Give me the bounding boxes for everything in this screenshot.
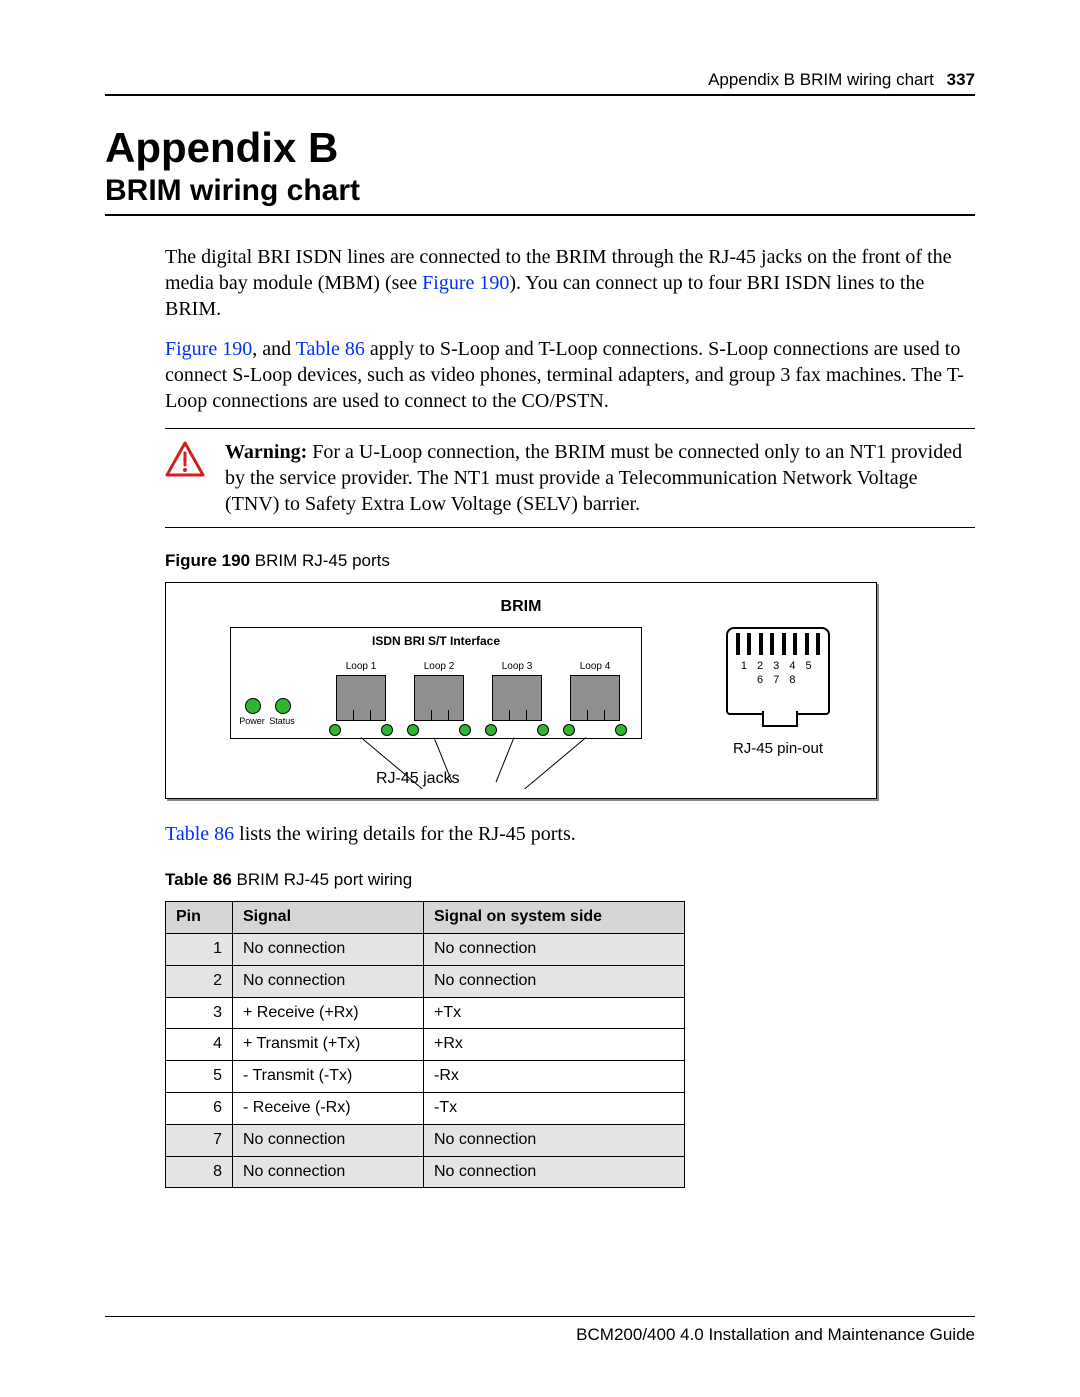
- figure-caption: Figure 190 BRIM RJ-45 ports: [165, 550, 975, 572]
- jack-led-icon: [615, 724, 627, 736]
- cell-pin: 6: [166, 1092, 233, 1124]
- chapter-title: BRIM wiring chart: [105, 174, 975, 208]
- cell-system-signal: No connection: [424, 965, 685, 997]
- figure-190: BRIM ISDN BRI S/T Interface Power Status…: [165, 582, 877, 799]
- rj45-jack-icon: [492, 675, 542, 721]
- rj45-jack-icon: [570, 675, 620, 721]
- loop-1: Loop 1: [327, 660, 395, 721]
- jack-led-icon: [407, 724, 419, 736]
- col-system-signal: Signal on system side: [424, 902, 685, 934]
- cell-signal: No connection: [233, 933, 424, 965]
- appendix-title: Appendix B: [105, 124, 975, 172]
- pinout-label: RJ-45 pin-out: [718, 739, 838, 759]
- cell-system-signal: -Rx: [424, 1061, 685, 1093]
- cell-pin: 4: [166, 1029, 233, 1061]
- paragraph-2: Figure 190, and Table 86 apply to S-Loop…: [165, 336, 975, 414]
- table-header-row: Pin Signal Signal on system side: [166, 902, 685, 934]
- jack-led-icon: [459, 724, 471, 736]
- cell-signal: No connection: [233, 965, 424, 997]
- jack-led-icon: [485, 724, 497, 736]
- loop-area: Loop 1 Loop 2 Loop 3: [327, 660, 631, 732]
- loop-2: Loop 2: [405, 660, 473, 721]
- cell-signal: + Transmit (+Tx): [233, 1029, 424, 1061]
- table-row: 6- Receive (-Rx)-Tx: [166, 1092, 685, 1124]
- cell-signal: No connection: [233, 1156, 424, 1188]
- cell-signal: - Receive (-Rx): [233, 1092, 424, 1124]
- table-row: 1No connectionNo connection: [166, 933, 685, 965]
- cell-pin: 1: [166, 933, 233, 965]
- brim-label: BRIM: [166, 597, 876, 618]
- xref-table-86[interactable]: Table 86: [296, 338, 365, 360]
- jack-led-icon: [537, 724, 549, 736]
- leader-line: [524, 737, 586, 789]
- cell-pin: 7: [166, 1124, 233, 1156]
- jack-led-icon: [381, 724, 393, 736]
- wiring-table: Pin Signal Signal on system side 1No con…: [165, 901, 685, 1188]
- cell-system-signal: +Rx: [424, 1029, 685, 1061]
- power-label: Power: [237, 716, 267, 728]
- table-row: 4+ Transmit (+Tx)+Rx: [166, 1029, 685, 1061]
- table-caption: Table 86 BRIM RJ-45 port wiring: [165, 869, 975, 891]
- pin-numbers: 1 2 3 4 5 6 7 8: [734, 659, 822, 688]
- rj45-pinout: 1 2 3 4 5 6 7 8 RJ-45 pin-out: [718, 627, 838, 759]
- power-led-icon: [245, 698, 261, 714]
- rj45-jack-icon: [336, 675, 386, 721]
- cell-pin: 5: [166, 1061, 233, 1093]
- table-row: 5- Transmit (-Tx)-Rx: [166, 1061, 685, 1093]
- cell-system-signal: No connection: [424, 1124, 685, 1156]
- rj45-connector-icon: 1 2 3 4 5 6 7 8: [726, 627, 830, 715]
- warning-icon: [165, 441, 213, 484]
- brim-panel: ISDN BRI S/T Interface Power Status Loop…: [230, 627, 642, 739]
- header-rule: [105, 94, 975, 96]
- jack-led-icon: [329, 724, 341, 736]
- footer-text: BCM200/400 4.0 Installation and Maintena…: [576, 1325, 975, 1345]
- paragraph-3: Table 86 lists the wiring details for th…: [165, 821, 975, 847]
- col-pin: Pin: [166, 902, 233, 934]
- warning-rule-top: [165, 428, 975, 429]
- page-number: 337: [947, 70, 975, 89]
- paragraph-1: The digital BRI ISDN lines are connected…: [165, 244, 975, 322]
- table-row: 7No connectionNo connection: [166, 1124, 685, 1156]
- cell-signal: - Transmit (-Tx): [233, 1061, 424, 1093]
- header-text: Appendix B BRIM wiring chart: [708, 70, 934, 89]
- cell-signal: No connection: [233, 1124, 424, 1156]
- status-label: Status: [267, 716, 297, 728]
- xref-figure-190[interactable]: Figure 190: [422, 272, 509, 294]
- heading-rule: [105, 214, 975, 216]
- loop-3: Loop 3: [483, 660, 551, 721]
- jack-led-icon: [563, 724, 575, 736]
- table-row: 3+ Receive (+Rx)+Tx: [166, 997, 685, 1029]
- xref-table-86[interactable]: Table 86: [165, 823, 234, 845]
- status-led-icon: [275, 698, 291, 714]
- warning-text: Warning: For a U-Loop connection, the BR…: [225, 439, 975, 517]
- loop-4: Loop 4: [561, 660, 629, 721]
- table-row: 8No connectionNo connection: [166, 1156, 685, 1188]
- body-content: The digital BRI ISDN lines are connected…: [165, 244, 975, 1188]
- rj45-jacks-label: RJ-45 jacks: [376, 769, 460, 790]
- leader-line: [496, 737, 515, 782]
- footer-rule: [105, 1316, 975, 1317]
- cell-pin: 8: [166, 1156, 233, 1188]
- xref-figure-190[interactable]: Figure 190: [165, 338, 252, 360]
- cell-system-signal: +Tx: [424, 997, 685, 1029]
- document-page: Appendix B BRIM wiring chart 337 Appendi…: [0, 0, 1080, 1397]
- cell-system-signal: No connection: [424, 1156, 685, 1188]
- cell-system-signal: -Tx: [424, 1092, 685, 1124]
- cell-signal: + Receive (+Rx): [233, 997, 424, 1029]
- cell-pin: 3: [166, 997, 233, 1029]
- col-signal: Signal: [233, 902, 424, 934]
- panel-title: ISDN BRI S/T Interface: [231, 634, 641, 650]
- warning-block: Warning: For a U-Loop connection, the BR…: [165, 439, 975, 517]
- rj45-jack-icon: [414, 675, 464, 721]
- warning-rule-bottom: [165, 527, 975, 528]
- table-row: 2No connectionNo connection: [166, 965, 685, 997]
- cell-system-signal: No connection: [424, 933, 685, 965]
- cell-pin: 2: [166, 965, 233, 997]
- running-header: Appendix B BRIM wiring chart 337: [105, 70, 975, 90]
- rj45-pins-icon: [736, 633, 820, 657]
